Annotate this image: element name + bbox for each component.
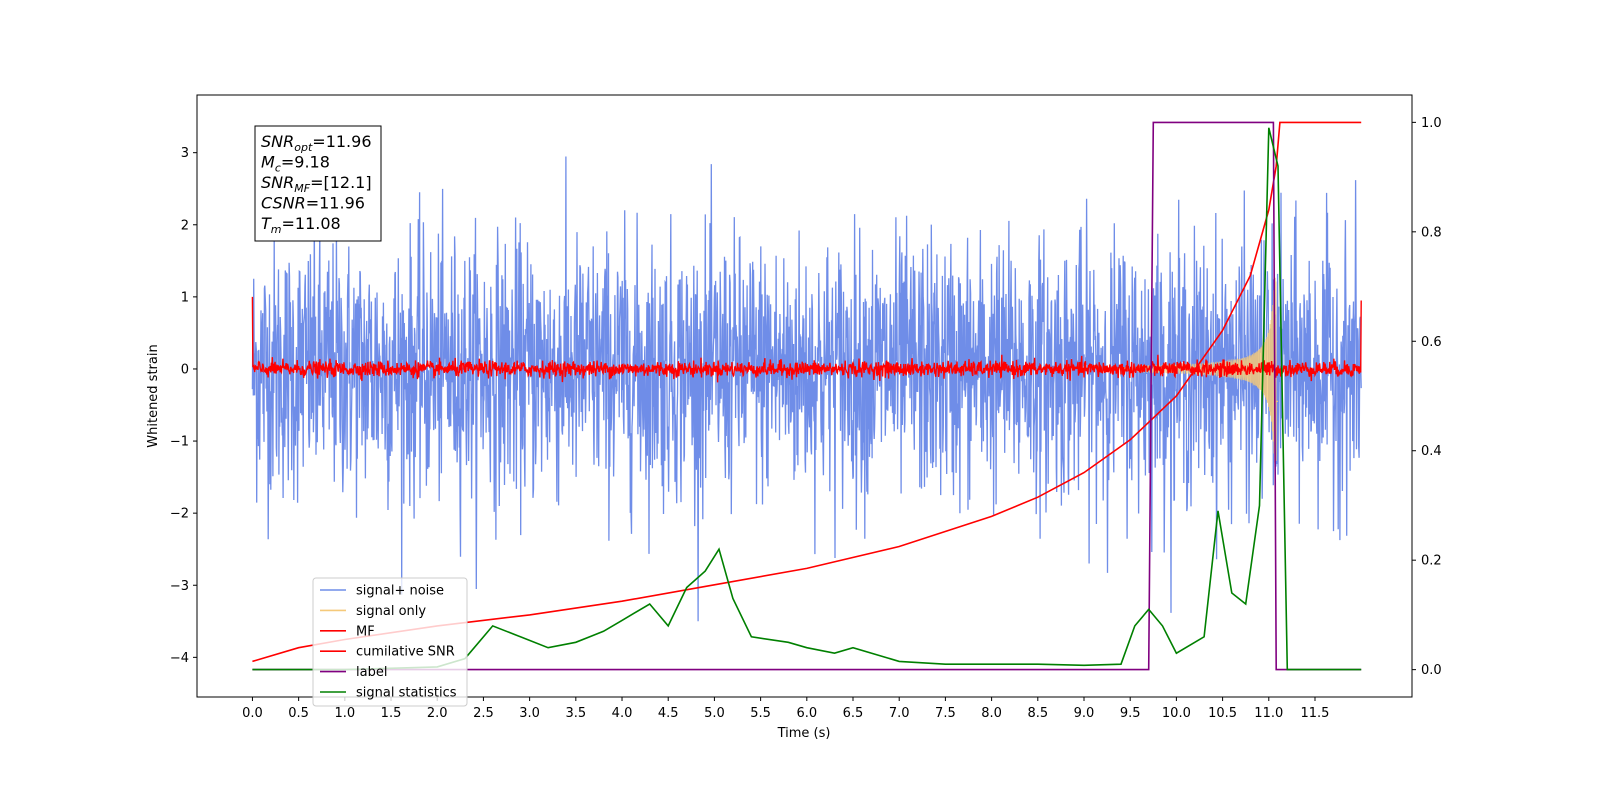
x-tick-label: 4.5 (658, 706, 679, 721)
y-tick-label: 3 (181, 146, 189, 161)
x-tick-label: 0.0 (242, 706, 263, 721)
x-tick-label: 10.5 (1208, 706, 1237, 721)
y2-tick-label: 0.2 (1421, 554, 1442, 569)
y-tick-label: 2 (181, 218, 189, 233)
y-axis-left: −4 −3 −2 −1 0 1 2 3 (170, 146, 197, 666)
annotation-line: Mc=9.18 (261, 153, 330, 175)
y-tick-label: −4 (170, 651, 189, 666)
x-tick-label: 6.0 (796, 706, 817, 721)
x-tick-label: 2.5 (473, 706, 494, 721)
series-signal-statistics (252, 127, 1362, 671)
x-tick-label: 0.5 (288, 706, 309, 721)
y-tick-label: 0 (181, 362, 189, 377)
series-mf (251, 296, 1362, 383)
x-tick-label: 7.5 (935, 706, 956, 721)
legend-label: MF (356, 624, 375, 639)
x-tick-label: 5.0 (704, 706, 725, 721)
x-tick-label: 1.0 (334, 706, 355, 721)
x-axis: 0.0 0.5 1.0 1.5 2.0 2.5 3.0 3.5 4.0 4.5 5.0 5.5 6.0 6… (242, 697, 1329, 721)
annotation-line: SNRMF=[12.1] (261, 173, 372, 195)
y-axis-right: 0.0 0.2 0.4 0.6 0.8 1.0 (1412, 116, 1442, 678)
y2-tick-label: 1.0 (1421, 116, 1442, 131)
x-tick-label: 3.5 (565, 706, 586, 721)
series-signal-noise (251, 156, 1362, 622)
annotation-box: SNRopt=11.96Mc=9.18SNRMF=[12.1]CSNR=11.9… (254, 125, 382, 242)
x-tick-label: 6.5 (843, 706, 864, 721)
x-tick-label: 4.0 (612, 706, 633, 721)
legend-label: signal+ noise (356, 584, 444, 599)
x-tick-label: 11.5 (1301, 706, 1330, 721)
y-axis-label: Whitened strain (146, 344, 161, 447)
annotation-line: SNRopt=11.96 (261, 132, 372, 154)
x-tick-label: 3.0 (519, 706, 540, 721)
x-tick-label: 9.5 (1120, 706, 1141, 721)
y-tick-label: −2 (170, 507, 189, 522)
y-tick-label: −1 (170, 435, 189, 450)
x-tick-label: 11.0 (1254, 706, 1283, 721)
legend-label: signal only (356, 604, 426, 619)
x-axis-label: Time (s) (777, 726, 831, 741)
legend-label: signal statistics (356, 686, 457, 701)
x-tick-label: 9.0 (1074, 706, 1095, 721)
y2-tick-label: 0.6 (1421, 335, 1442, 350)
y-tick-label: 1 (181, 290, 189, 305)
x-tick-label: 2.0 (427, 706, 448, 721)
x-tick-label: 10.0 (1162, 706, 1191, 721)
y2-tick-label: 0.0 (1421, 663, 1442, 678)
annotation-line: CSNR=11.96 (261, 194, 365, 213)
x-tick-label: 1.5 (381, 706, 402, 721)
x-tick-label: 5.5 (750, 706, 771, 721)
legend: signal+ noise signal only MF cumilative SNR… (312, 577, 468, 707)
y-tick-label: −3 (170, 579, 189, 594)
legend-label: label (356, 665, 387, 680)
annotation-line: Tm=11.08 (261, 214, 341, 236)
x-tick-label: 8.0 (981, 706, 1002, 721)
legend-label: cumilative SNR (356, 645, 455, 660)
plot-frame (196, 94, 1413, 698)
series-signal-only (1111, 276, 1278, 463)
y2-tick-label: 0.8 (1421, 225, 1442, 240)
y2-tick-label: 0.4 (1421, 444, 1442, 459)
x-tick-label: 8.5 (1027, 706, 1048, 721)
x-tick-label: 7.0 (889, 706, 910, 721)
